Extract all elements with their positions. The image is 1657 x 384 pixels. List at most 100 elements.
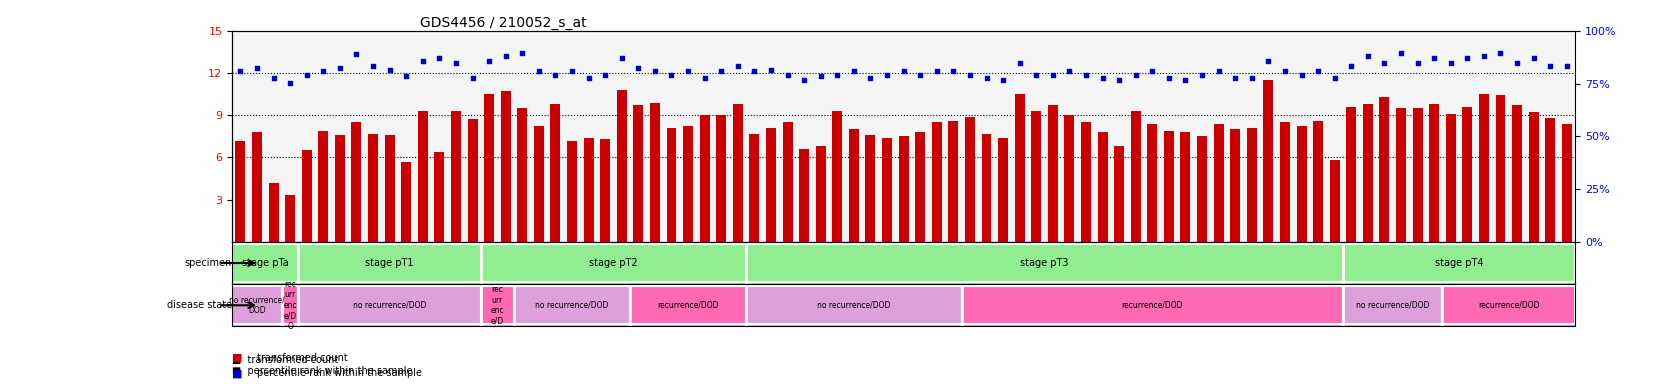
- Bar: [1229, 129, 1239, 242]
- Point: [906, 71, 933, 78]
- Point: [393, 73, 419, 79]
- Bar: [716, 115, 726, 242]
- Point: [260, 75, 287, 81]
- Text: no recurrence/DOD: no recurrence/DOD: [353, 301, 426, 310]
- Point: [989, 77, 1016, 83]
- Point: [824, 71, 850, 78]
- Point: [1155, 75, 1181, 81]
- Point: [840, 68, 867, 74]
- Point: [1171, 77, 1198, 83]
- Bar: [1528, 113, 1538, 242]
- Text: recurrence/DOD: recurrence/DOD: [1120, 301, 1183, 310]
- Bar: [351, 122, 361, 242]
- Bar: [865, 135, 875, 242]
- Point: [625, 65, 651, 71]
- Point: [807, 73, 833, 79]
- Bar: [633, 105, 643, 242]
- Text: no recurrence/
DOD: no recurrence/ DOD: [229, 296, 285, 315]
- Bar: [1511, 105, 1521, 242]
- Point: [708, 68, 734, 74]
- Bar: [948, 121, 958, 242]
- Point: [492, 53, 519, 59]
- Bar: [699, 115, 709, 242]
- Point: [1072, 71, 1099, 78]
- Bar: [1379, 97, 1389, 242]
- Text: recurrence/DOD: recurrence/DOD: [656, 301, 719, 310]
- Bar: [1312, 121, 1322, 242]
- FancyBboxPatch shape: [282, 286, 298, 324]
- Point: [1188, 71, 1215, 78]
- Bar: [1097, 132, 1107, 242]
- Point: [1337, 63, 1364, 69]
- Text: specimen: specimen: [186, 258, 232, 268]
- Point: [857, 75, 883, 81]
- Point: [641, 68, 668, 74]
- Point: [558, 68, 585, 74]
- Text: stage pT1: stage pT1: [365, 258, 414, 268]
- Point: [1022, 71, 1049, 78]
- Point: [1304, 68, 1331, 74]
- Point: [790, 77, 817, 83]
- Bar: [799, 149, 809, 242]
- Text: ■: ■: [232, 353, 242, 363]
- Bar: [882, 138, 891, 242]
- Bar: [1031, 111, 1041, 242]
- Text: stage pT4: stage pT4: [1433, 258, 1483, 268]
- Bar: [1345, 107, 1355, 242]
- Point: [1420, 55, 1447, 61]
- FancyBboxPatch shape: [1442, 286, 1574, 324]
- Text: GDS4456 / 210052_s_at: GDS4456 / 210052_s_at: [419, 16, 587, 30]
- Bar: [666, 128, 676, 242]
- Bar: [368, 134, 378, 242]
- Point: [426, 55, 452, 61]
- Bar: [484, 94, 494, 242]
- Text: rec
urr
enc
e/D: rec urr enc e/D: [490, 285, 504, 325]
- Point: [1089, 75, 1115, 81]
- Text: rec
urr
enc
e/D
O: rec urr enc e/D O: [283, 280, 297, 331]
- Text: ■: ■: [232, 368, 242, 378]
- Bar: [268, 183, 278, 242]
- Bar: [1196, 136, 1206, 242]
- Bar: [1147, 124, 1157, 242]
- Point: [525, 68, 552, 74]
- Bar: [1213, 124, 1223, 242]
- Point: [459, 75, 486, 81]
- FancyBboxPatch shape: [481, 286, 514, 324]
- Bar: [1047, 105, 1057, 242]
- Bar: [998, 138, 1007, 242]
- Text: stage pT2: stage pT2: [588, 258, 638, 268]
- Point: [1470, 53, 1496, 59]
- Bar: [848, 129, 858, 242]
- Point: [1486, 50, 1513, 56]
- Bar: [1014, 94, 1024, 242]
- Point: [1370, 60, 1397, 66]
- Bar: [1296, 126, 1306, 242]
- Bar: [815, 146, 825, 242]
- Bar: [517, 108, 527, 242]
- Point: [1387, 50, 1413, 56]
- Point: [1536, 63, 1563, 69]
- Point: [310, 68, 336, 74]
- Point: [1039, 71, 1065, 78]
- Bar: [782, 122, 792, 242]
- Bar: [467, 119, 477, 242]
- Bar: [335, 135, 345, 242]
- Point: [476, 58, 502, 64]
- Text: ■  transformed count
■  percentile rank within the sample: ■ transformed count ■ percentile rank wi…: [232, 355, 413, 376]
- Bar: [534, 126, 543, 242]
- Point: [1403, 60, 1430, 66]
- Bar: [500, 91, 510, 242]
- Point: [592, 71, 618, 78]
- Point: [227, 68, 254, 74]
- FancyBboxPatch shape: [298, 244, 481, 282]
- Point: [293, 71, 320, 78]
- Bar: [1561, 124, 1571, 242]
- Bar: [567, 141, 577, 242]
- Bar: [318, 131, 328, 242]
- Bar: [235, 141, 245, 242]
- Point: [1519, 55, 1546, 61]
- Bar: [434, 152, 444, 242]
- Bar: [252, 132, 262, 242]
- Bar: [1395, 108, 1405, 242]
- Bar: [1163, 131, 1173, 242]
